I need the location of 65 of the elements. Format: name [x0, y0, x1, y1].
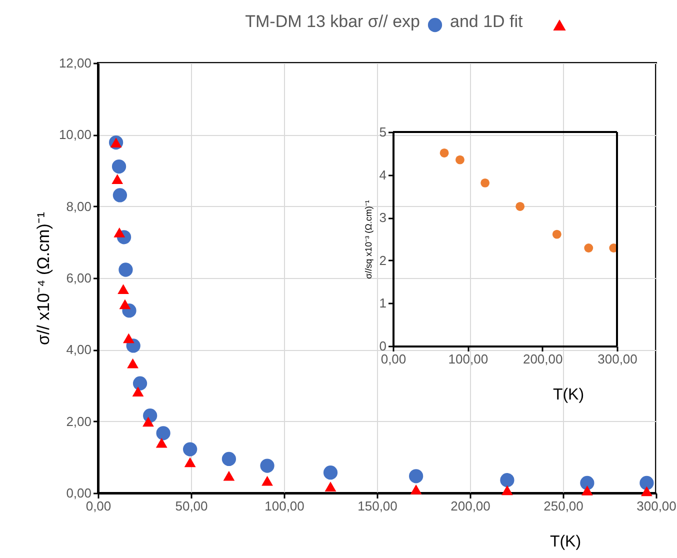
point	[119, 299, 131, 310]
point	[118, 262, 133, 277]
point	[118, 284, 129, 294]
x-tick-label: 300,00	[636, 498, 676, 514]
point	[142, 416, 154, 427]
x-tick-label: 250,00	[544, 498, 584, 514]
point	[183, 442, 198, 456]
point	[502, 485, 513, 496]
point	[260, 458, 274, 473]
y-tick-label: 10,00	[58, 127, 92, 142]
legend-label: and 1D fit	[450, 12, 524, 31]
point	[516, 202, 525, 211]
y-tick-label: 5	[379, 124, 386, 140]
x-tick-label: 300,00	[598, 352, 638, 366]
point	[640, 476, 654, 490]
y-tick-label: 0	[379, 338, 386, 354]
point	[127, 358, 138, 368]
y-tick-label: 0,00	[66, 486, 92, 500]
point	[584, 244, 594, 252]
point	[122, 333, 134, 344]
point	[580, 476, 594, 490]
point	[581, 486, 593, 496]
x-tick-label: 150,00	[358, 498, 398, 514]
y-tick-label: 1	[379, 296, 386, 311]
point	[114, 228, 126, 238]
y-axis-title: σ// x10⁻⁴ (Ω.cm)⁻¹	[34, 212, 53, 346]
point	[456, 155, 464, 164]
point	[112, 160, 126, 174]
x-tick-label: 100,00	[448, 352, 488, 366]
point	[323, 466, 338, 480]
point	[408, 469, 424, 484]
x-tick-label: 200,00	[450, 498, 490, 514]
point	[132, 376, 148, 390]
x-tick-label: 100,00	[264, 498, 304, 514]
point	[132, 386, 144, 397]
y-tick-label: 6,00	[66, 270, 92, 286]
y-tick-label: 2,00	[66, 414, 92, 429]
y-axis-title: σ//sq x10⁻³ (Ω.cm)⁻¹	[363, 200, 374, 279]
point	[324, 482, 336, 492]
point	[184, 457, 196, 468]
point	[223, 470, 235, 481]
x-tick-label: 50,00	[175, 498, 208, 514]
y-tick-label: 12,00	[58, 56, 92, 70]
point	[112, 174, 124, 184]
point	[552, 230, 562, 239]
point	[440, 148, 449, 158]
legend-label: TM-DM 13 kbar σ// exp	[245, 12, 420, 31]
point	[112, 188, 128, 202]
x-tick-label: 200,00	[522, 352, 563, 366]
y-tick-label: 3	[379, 210, 386, 226]
y-tick-label: 4,00	[66, 342, 92, 358]
x-axis-title: T(K)	[552, 386, 584, 404]
point	[222, 452, 236, 466]
point	[480, 178, 490, 188]
y-tick-label: 2	[379, 252, 386, 268]
point	[641, 486, 652, 496]
x-axis-title: T(K)	[550, 534, 582, 550]
point	[410, 484, 422, 494]
point	[500, 473, 514, 488]
y-tick-label: 8,00	[66, 198, 92, 214]
point	[262, 476, 273, 486]
point	[156, 438, 168, 448]
x-tick-label: 0,00	[86, 498, 112, 514]
y-tick-label: 4	[379, 167, 386, 182]
point	[156, 426, 170, 440]
